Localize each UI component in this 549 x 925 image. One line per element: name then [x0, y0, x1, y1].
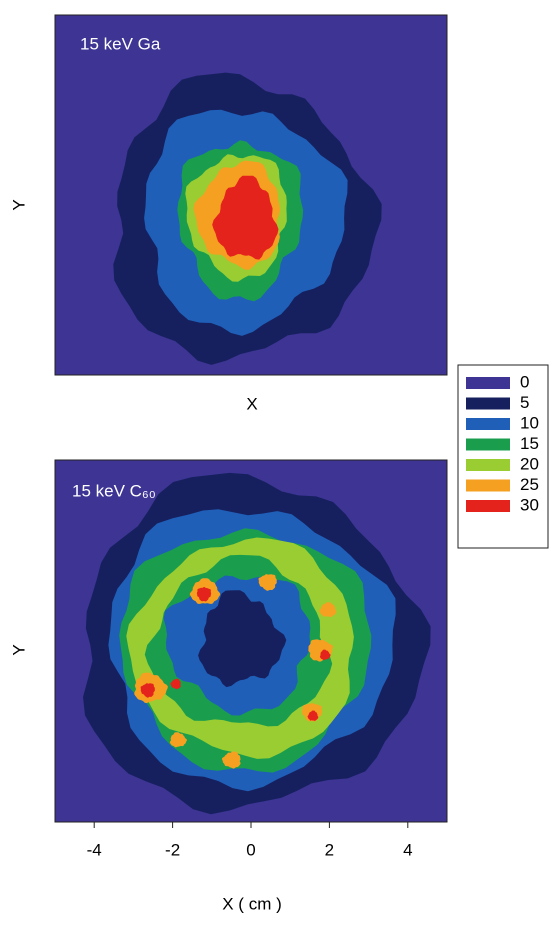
x-tick-label: 4: [403, 840, 412, 859]
legend-swatch: [466, 459, 510, 471]
x-tick-label: -4: [87, 840, 102, 859]
legend-label: 30: [520, 495, 539, 514]
y-axis-label: Y: [9, 644, 28, 655]
contour-region: [140, 683, 155, 698]
legend-label: 25: [520, 475, 539, 494]
legend-label: 5: [520, 393, 529, 412]
contour-region: [258, 574, 277, 591]
x-tick-label: 2: [325, 840, 334, 859]
plot-area: [55, 460, 447, 822]
contour-region: [221, 751, 241, 769]
legend-swatch: [466, 500, 510, 512]
x-axis-label: X ( cm ): [222, 894, 282, 913]
contour-region: [212, 175, 279, 260]
contour-region: [170, 678, 181, 690]
legend-swatch: [466, 377, 510, 389]
contour-region: [169, 732, 187, 748]
legend-swatch: [466, 418, 510, 430]
contour-region: [307, 710, 319, 721]
y-axis-label: Y: [9, 199, 28, 210]
legend-swatch: [466, 479, 510, 492]
x-axis-label: X: [246, 394, 257, 413]
legend-box: [457, 364, 549, 549]
contour-region: [196, 587, 212, 602]
contour-region: [319, 602, 337, 617]
legend-label: 20: [520, 454, 539, 473]
plot-title: 15 keV C₆₀: [72, 481, 156, 500]
contour-region: [319, 649, 331, 661]
legend-swatch: [466, 397, 510, 410]
x-tick-label: -2: [165, 840, 180, 859]
legend-label: 10: [520, 413, 539, 432]
plot-title: 15 keV Ga: [80, 34, 161, 53]
plot-frame: [54, 14, 448, 376]
axes: -4 -2 0 2 4: [87, 822, 413, 859]
x-tick-label: 0: [246, 840, 255, 859]
legend-label: 15: [520, 434, 539, 453]
plot-area: [55, 15, 447, 375]
legend-swatch: [466, 438, 510, 451]
legend-label: 0: [520, 372, 529, 391]
